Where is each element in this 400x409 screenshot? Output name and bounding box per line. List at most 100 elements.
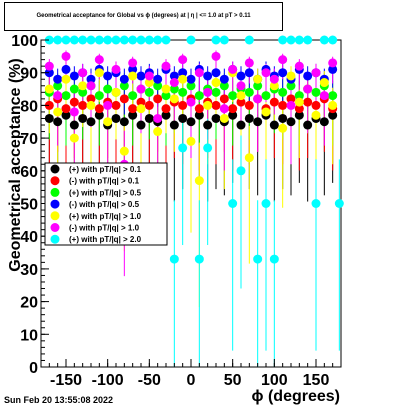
data-point xyxy=(186,117,196,127)
data-point xyxy=(203,71,213,81)
data-point xyxy=(269,120,279,130)
data-point xyxy=(119,117,129,127)
data-point xyxy=(253,254,263,264)
data-point xyxy=(153,74,163,84)
data-point xyxy=(78,100,88,110)
data-point xyxy=(244,35,254,45)
data-point xyxy=(136,35,146,45)
data-point xyxy=(194,91,204,101)
data-point xyxy=(178,100,188,110)
data-point xyxy=(94,68,104,78)
legend-label: (-) with pT/|q| > 1.0 xyxy=(69,224,140,233)
data-point xyxy=(94,35,104,45)
data-point xyxy=(286,71,296,81)
data-point xyxy=(219,104,229,114)
data-point xyxy=(153,81,163,91)
data-point xyxy=(278,100,288,110)
y-tick-label: 10 xyxy=(20,327,38,344)
data-point xyxy=(261,107,271,117)
axes: 0 10 20 30 40 50 60 70 80 90 100 -150 -100 -50 0 50 100 1… xyxy=(11,33,334,389)
data-point xyxy=(294,104,304,114)
data-point xyxy=(303,71,313,81)
y-tick-label: 30 xyxy=(20,262,38,279)
data-point xyxy=(278,87,288,97)
data-point xyxy=(311,100,321,110)
data-point xyxy=(61,110,71,120)
legend-box xyxy=(44,162,168,246)
data-point xyxy=(211,113,221,123)
data-point xyxy=(86,74,96,84)
x-tick-label: -50 xyxy=(138,372,161,389)
data-point xyxy=(303,97,313,107)
data-point xyxy=(103,100,113,110)
data-point xyxy=(136,120,146,130)
data-point xyxy=(319,78,329,88)
data-point xyxy=(186,136,196,146)
data-point xyxy=(144,71,154,81)
y-tick-label: 0 xyxy=(29,360,38,377)
data-point xyxy=(161,84,171,94)
x-axis-label: ϕ (degrees) xyxy=(252,388,340,405)
data-point xyxy=(269,97,279,107)
data-point xyxy=(286,100,296,110)
data-point xyxy=(144,100,154,110)
legend-marker xyxy=(50,234,60,244)
data-point xyxy=(278,68,288,78)
data-point xyxy=(119,74,129,84)
chart-title-box: Geometrical acceptance for Global vs ϕ (… xyxy=(4,2,283,31)
legend-marker xyxy=(50,176,60,186)
y-tick-label: 20 xyxy=(20,295,38,312)
data-point xyxy=(228,91,238,101)
data-point xyxy=(69,97,79,107)
data-point xyxy=(211,78,221,88)
data-point xyxy=(228,199,238,208)
data-point xyxy=(319,35,329,45)
data-point xyxy=(211,68,221,78)
data-point xyxy=(261,199,271,208)
data-point xyxy=(311,110,321,120)
data-point xyxy=(169,120,179,130)
data-point xyxy=(169,84,179,94)
data-point xyxy=(78,81,88,91)
data-point xyxy=(303,120,313,130)
data-point xyxy=(253,94,263,104)
data-point xyxy=(219,35,229,45)
data-point xyxy=(128,110,138,120)
data-point xyxy=(103,117,113,127)
data-point xyxy=(78,113,88,123)
data-point xyxy=(144,113,154,123)
data-point xyxy=(311,68,321,78)
data-point xyxy=(103,35,113,45)
data-point xyxy=(103,84,113,94)
y-tick-label: 50 xyxy=(20,197,38,214)
data-point xyxy=(144,78,154,88)
data-point xyxy=(86,81,96,91)
y-tick-label: 60 xyxy=(20,164,38,181)
data-point xyxy=(161,35,171,45)
data-point xyxy=(69,120,79,130)
data-point xyxy=(111,100,121,110)
data-point xyxy=(203,100,213,110)
data-point xyxy=(311,87,321,97)
data-point xyxy=(219,74,229,84)
data-point xyxy=(94,91,104,101)
data-point xyxy=(294,97,304,107)
data-point xyxy=(161,91,171,101)
legend-label: (+) with pT/|q| > 2.0 xyxy=(69,235,142,244)
data-point xyxy=(119,146,129,156)
legend-marker xyxy=(50,211,60,221)
legend-label: (-) with pT/|q| > 0.1 xyxy=(69,177,140,186)
data-point xyxy=(128,64,138,74)
data-point xyxy=(78,87,88,97)
data-point xyxy=(119,94,129,104)
data-point xyxy=(278,113,288,123)
data-point xyxy=(61,74,71,84)
data-point xyxy=(119,81,129,91)
data-point xyxy=(328,91,338,101)
data-point xyxy=(153,94,163,104)
data-point xyxy=(211,87,221,97)
data-point xyxy=(236,166,246,176)
data-point xyxy=(178,87,188,97)
data-point xyxy=(153,35,163,45)
data-point xyxy=(136,97,146,107)
